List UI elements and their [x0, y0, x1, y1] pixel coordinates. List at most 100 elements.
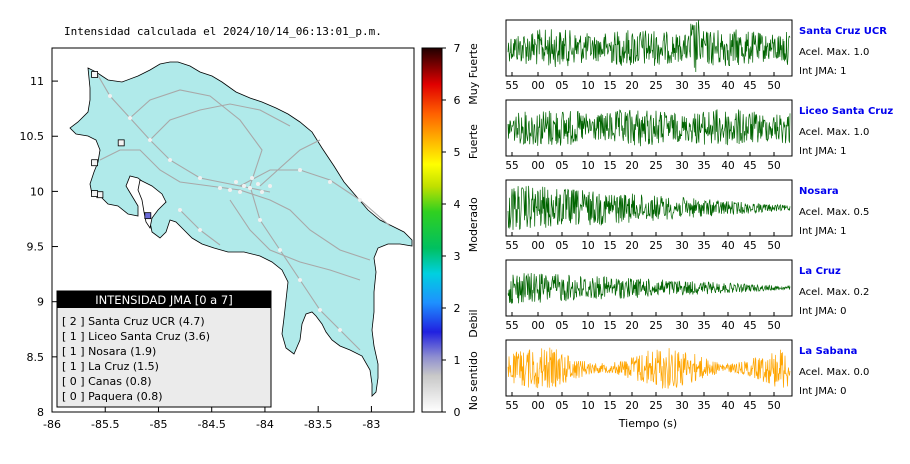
waveform-xtick-label: 30	[675, 320, 688, 332]
waveform-xtick-label: 45	[743, 160, 756, 172]
waveform-xtick-label: 00	[531, 240, 544, 252]
town-dot	[268, 184, 272, 188]
legend-header	[57, 291, 271, 308]
colorbar-tick-label: 7	[454, 42, 461, 55]
waveform-xtick-label: 35	[697, 320, 710, 332]
station-jma-intensity: Int JMA: 0	[799, 386, 847, 397]
station-max-accel: Acel. Max. 1.0	[799, 47, 869, 58]
waveform-panel: 55 00 05 10 15 20 25 30 35 40 45 50 La Cruz Acel. Max…	[505, 259, 869, 332]
station-max-accel: Acel. Max. 0.0	[799, 367, 869, 378]
waveform-xtick-label: 40	[721, 400, 734, 412]
waveform-xtick-label: 30	[675, 80, 688, 92]
map-panel: -86 -85.5 -85 -84.5 -84 -83.5 -83 11 10.5 10 9.5 9 8…	[20, 47, 415, 431]
town-dot	[218, 186, 222, 190]
legend-item: [ 1 ] La Cruz (1.5)	[62, 360, 159, 373]
waveform-xtick-label: 40	[721, 240, 734, 252]
town-dot	[148, 138, 152, 142]
waveform-xtick-label: 05	[555, 160, 568, 172]
colorbar-tick-label: 2	[454, 302, 461, 315]
waveform-xtick-label: 15	[603, 80, 616, 92]
waveform-xtick-label: 10	[581, 240, 594, 252]
waveform-xtick-label: 25	[649, 240, 662, 252]
waveform-xtick-label: 55	[505, 160, 518, 172]
town-dot	[248, 186, 252, 190]
waveform-xtick-label: 25	[649, 320, 662, 332]
waveform-xtick-label: 20	[625, 80, 638, 92]
waveform-xtick-label: 35	[697, 80, 710, 92]
waveform-frame	[505, 99, 793, 157]
colorbar-tick-label: 3	[454, 250, 461, 263]
waveform-panel: 55 00 05 10 15 20 25 30 35 40 45 50 La Sabana Acel. M…	[505, 339, 869, 412]
town-dot	[260, 190, 264, 194]
waveform-xtick-label: 10	[581, 160, 594, 172]
town-dot	[108, 94, 112, 98]
waveform-xtick-label: 05	[555, 80, 568, 92]
waveform-xtick-label: 15	[603, 240, 616, 252]
station-max-accel: Acel. Max. 1.0	[799, 127, 869, 138]
time-axis-label: Tiempo (s)	[618, 417, 677, 430]
waveform-xtick-label: 05	[555, 400, 568, 412]
town-dot	[198, 228, 202, 232]
waveform-xtick-label: 10	[581, 80, 594, 92]
station-name: Nosara	[799, 186, 839, 197]
town-dot	[242, 184, 246, 188]
waveform-xtick-label: 50	[767, 160, 780, 172]
waveform-xtick-label: 50	[767, 80, 780, 92]
station-square	[91, 71, 98, 78]
waveform-xtick-label: 15	[603, 400, 616, 412]
waveform-xtick-label: 35	[697, 160, 710, 172]
road	[99, 149, 211, 187]
waveform-xtick-label: 15	[603, 160, 616, 172]
waveform-xtick-label: 50	[767, 400, 780, 412]
town-dot	[278, 248, 282, 252]
road	[95, 71, 271, 193]
colorbar-tick-label: 0	[454, 406, 461, 419]
map-axis-ticks: -86 -85.5 -85 -84.5 -84 -83.5 -83 11 10.5 10 9.5 9 8…	[20, 75, 381, 431]
town-dot	[358, 198, 362, 202]
town-markers	[108, 94, 362, 332]
map-xtick-label: -83.5	[304, 418, 332, 431]
waveform-xtick-label: 00	[531, 400, 544, 412]
colorbar-class-label: No sentido	[467, 351, 480, 410]
waveform-xtick-label: 50	[767, 320, 780, 332]
colorbar-class-label: Fuerte	[467, 124, 480, 159]
map-frame	[51, 47, 415, 413]
colorbar-tick-label: 4	[454, 198, 461, 211]
map-ytick-label: 8	[37, 406, 44, 419]
waveform-trace	[507, 185, 791, 230]
waveform-xtick-label: 25	[649, 400, 662, 412]
station-jma-intensity: Int JMA: 1	[799, 226, 847, 237]
waveform-trace	[507, 19, 791, 73]
waveform-xtick-label: 35	[697, 400, 710, 412]
map-xtick-label: -85	[149, 418, 167, 431]
waveform-trace	[507, 109, 791, 147]
waveform-xtick-label: 30	[675, 240, 688, 252]
waveform-xtick-label: 30	[675, 400, 688, 412]
waveform-panel: 55 00 05 10 15 20 25 30 35 40 45 50 Liceo Santa Cruz…	[505, 99, 893, 172]
town-dot	[256, 182, 260, 186]
station-jma-intensity: Int JMA: 1	[799, 66, 847, 77]
map-ytick-label: 9	[37, 296, 44, 309]
waveform-xtick-label: 55	[505, 240, 518, 252]
legend-item: [ 0 ] Canas (0.8)	[62, 375, 152, 388]
waveform-xtick-label: 25	[649, 160, 662, 172]
map-xtick-label: -84.5	[197, 418, 225, 431]
town-dot	[250, 176, 254, 180]
waveform-xtick-label: 00	[531, 320, 544, 332]
station-name: La Cruz	[799, 266, 841, 277]
waveform-xtick-label: 45	[743, 80, 756, 92]
town-dot	[338, 328, 342, 332]
station-max-accel: Acel. Max. 0.2	[799, 287, 869, 298]
station-max-accel: Acel. Max. 0.5	[799, 207, 869, 218]
town-dot	[178, 208, 182, 212]
colorbar-tick-label: 5	[454, 146, 461, 159]
town-dot	[298, 278, 302, 282]
station-square	[144, 212, 152, 220]
map-xtick-label: -85.5	[91, 418, 119, 431]
waveform-xtick-label: 20	[625, 160, 638, 172]
map-ytick-label: 11	[30, 75, 44, 88]
road	[229, 199, 361, 281]
town-dot	[168, 158, 172, 162]
town-dot	[228, 188, 232, 192]
